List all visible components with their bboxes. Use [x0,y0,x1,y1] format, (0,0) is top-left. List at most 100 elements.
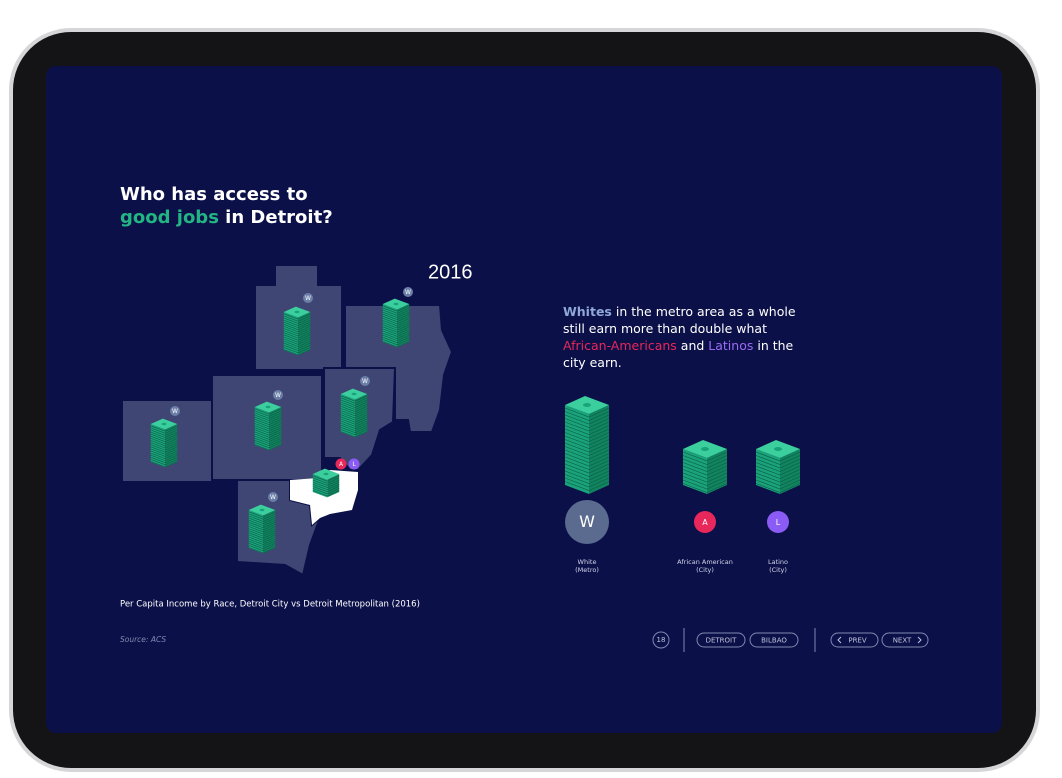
money-stack [248,504,276,554]
badge [360,376,370,386]
source: Source: ACS [120,635,166,644]
stack-stripe [564,481,610,491]
stack-stripe [283,319,311,326]
stack-stripe [283,321,311,328]
chevron [837,636,842,644]
stack-stripe [340,429,368,436]
stack-stripe [254,425,282,432]
stack-right [589,405,609,494]
stack-stripe [382,322,410,329]
title-rest: in Detroit? [218,207,333,228]
stack-stripe [755,469,801,479]
stack-stripe [382,339,410,346]
money-stack [254,401,282,451]
desc-whites: Whites [563,304,612,319]
stack-coin [265,405,271,409]
stack-stripe [150,440,178,447]
stack-stripe [382,305,410,312]
desc-text: and [676,338,709,353]
stack-stripe [564,411,610,421]
stack-stripe [382,320,410,327]
stack-stripe [248,547,276,554]
stack-stripe [312,479,340,486]
stack-stripe [755,455,801,465]
stack-stripe [755,465,801,476]
stack-stripe [564,421,610,432]
stack-stripe [254,423,282,430]
stack-right [780,449,800,494]
stack-stripe [312,483,340,490]
stack-stripe [248,522,276,529]
next-button[interactable] [881,632,929,648]
stack-coin [393,302,399,306]
stack-stripe [248,545,276,552]
stack-stripe [248,528,276,535]
stack-stripe [150,450,178,457]
stack-stripe [248,513,276,520]
stack-stripe [682,472,728,483]
title-line: good jobs in Detroit? [120,206,333,229]
stack-stripe [564,460,610,470]
link-button[interactable] [749,632,799,648]
stack-stripe [283,317,311,324]
stack-stripe [312,490,340,497]
stack-stripe [283,313,311,320]
badge [565,500,609,544]
stack-stripe [248,519,276,526]
stack-stripe [150,446,178,453]
badge-label: W [275,392,281,399]
badge-label: W [270,494,276,501]
stack-coin [259,508,265,512]
stack-stripe [340,427,368,434]
stack-stripe [248,534,276,541]
stack-stripe [340,410,368,417]
stack-stripe [755,451,801,462]
stack-stripe [382,309,410,316]
stack-stripe [340,397,368,404]
stack-coin [701,447,709,451]
stack-stripe [150,448,178,455]
prev-button[interactable] [830,632,879,648]
stack-stripe [248,532,276,539]
stack-coin [323,472,329,476]
stack-stripe [564,453,610,463]
stack-stripe [564,425,610,435]
stack-stripe [254,433,282,440]
stack-stripe [682,462,728,472]
badge-label: W [305,295,311,302]
stack-stripe [150,425,178,432]
stack-stripe [340,418,368,425]
stack-stripe [340,403,368,410]
stack-stripe [150,452,178,459]
stack-stripe [382,341,410,348]
stack-stripe [254,416,282,423]
stack-stripe [150,444,178,451]
stack-stripe [248,515,276,522]
link-button-label: DETROIT [706,637,738,645]
stack-stripe [382,332,410,339]
stack-stripe [150,461,178,468]
stack-stripe [682,483,728,493]
stack-stripe [248,538,276,545]
stack-stripe [254,412,282,419]
stack-stripe [755,476,801,486]
stack-stripe [755,458,801,469]
title: Who has access to good jobs in Detroit? [120,183,333,229]
stack-stripe [254,414,282,421]
stack-stripe [254,410,282,417]
stack-stripe [150,459,178,466]
stack-stripe [382,330,410,337]
stack-stripe [150,427,178,434]
legend-label: (City) [769,566,787,574]
next-button-label: NEXT [893,637,912,645]
badge [403,287,413,297]
stack-stripe [382,324,410,331]
legend-label: African American [677,558,733,566]
stack-stripe [382,334,410,341]
stack-stripe [150,454,178,461]
stack-stripe [254,427,282,434]
stack-stripe [340,431,368,438]
stack-stripe [564,467,610,477]
link-button[interactable] [696,632,746,648]
